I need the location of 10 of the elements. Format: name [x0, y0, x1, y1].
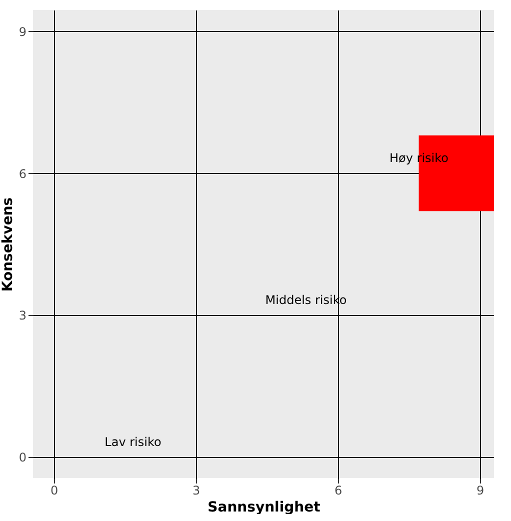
- x-tick-label: 6: [334, 484, 342, 498]
- y-tick-label: 3: [18, 308, 26, 323]
- y-tick-label: 6: [18, 166, 26, 181]
- y-tick-label: 9: [18, 24, 26, 39]
- annotation: Lav risiko: [104, 435, 162, 449]
- y-tick-label: 0: [18, 450, 26, 465]
- x-tick-label: 0: [50, 484, 58, 498]
- x-tick-label: 9: [476, 484, 484, 498]
- x-tick-label: 3: [192, 484, 200, 498]
- y-axis-title: Konsekvens: [0, 197, 16, 292]
